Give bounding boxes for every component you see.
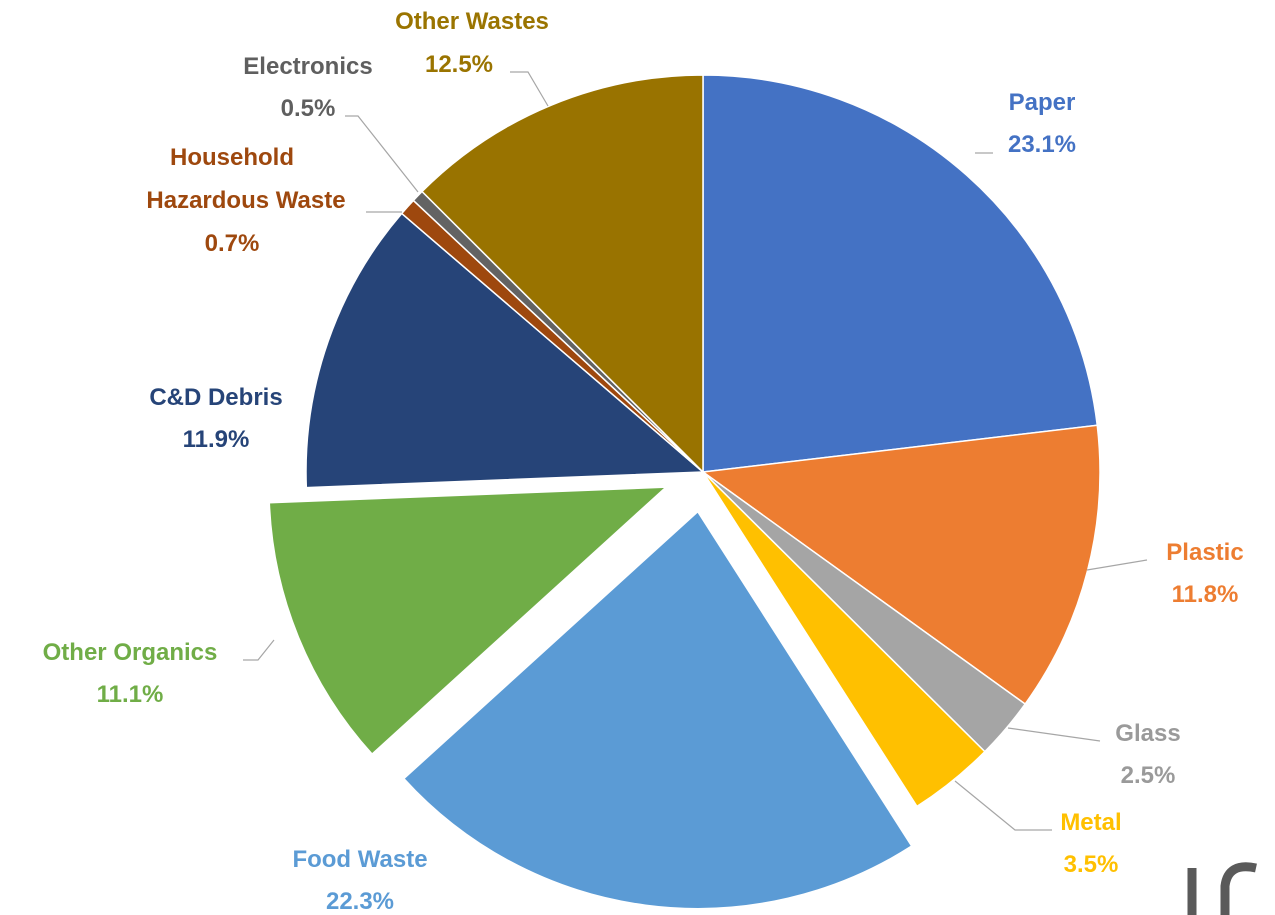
slice-value-other-organics: 11.1% [97,681,164,708]
slice-value-paper: 23.1% [1008,131,1076,158]
slice-name-paper: Paper [1009,89,1076,116]
slice-name-glass: Glass [1115,720,1180,747]
pie-slice-metal [702,471,986,808]
slice-value-plastic: 11.8% [1172,581,1239,608]
slice-name-food-waste: Food Waste [292,846,427,873]
slice-value-candd-debris: 11.9% [183,426,250,453]
data-labels: Paper 23.1% Plastic 11.8% Glass 2.5%Metal 3.5%… [43,8,1244,915]
slice-value-glass: 2.5% [1121,762,1176,789]
pie-slice-food-waste [402,510,913,910]
slice-value-electronics: 0.5% [281,95,336,122]
slice-name-other-organics: Other Organics [43,639,218,666]
slice-name-household-hazardous-waste-line-1: Household [170,144,294,171]
slice-name-household-hazardous-waste-line-2: Hazardous Waste [146,187,345,214]
slice-value-other-wastes: 12.5% [425,51,493,78]
slice-name-plastic: Plastic [1166,539,1243,566]
leader-line-other-organics [243,639,275,661]
pie-slices [268,74,1101,910]
leader-line-glass [1007,727,1101,742]
leader-line-plastic [1086,559,1148,571]
slice-name-candd-debris: C&D Debris [149,384,282,411]
pie-slice-other-organics [268,486,669,756]
slice-name-other-wastes: Other Wastes [395,8,549,35]
slice-value-food-waste: 22.3% [326,888,394,915]
leader-line-metal [954,780,1052,831]
slice-value-metal: 3.5% [1064,851,1119,878]
slice-value-household-hazardous-waste: 0.7% [205,230,260,257]
pie-slice-paper [702,74,1099,473]
pie-slice-plastic [700,424,1101,706]
corner-logo-fragment [1187,862,1257,915]
leader-line-other-wastes [510,71,549,107]
pie-slice-other-wastes [420,74,704,474]
leader-lines [243,71,1148,831]
pie-slice-candd-debris [305,212,705,489]
slice-name-electronics: Electronics [243,53,372,80]
slice-name-metal: Metal [1060,809,1121,836]
leader-line-electronics [345,115,419,193]
